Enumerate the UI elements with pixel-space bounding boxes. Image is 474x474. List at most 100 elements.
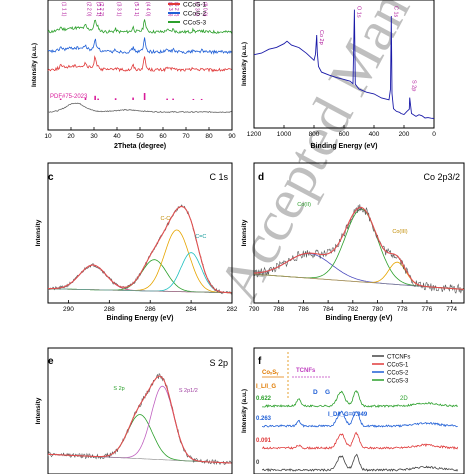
x-tick-label: 1000	[277, 131, 292, 138]
chart-title: Co 2p3/2	[423, 172, 460, 182]
component-label: S 2p1/2	[179, 388, 198, 394]
component-label: Co(III)	[392, 229, 407, 235]
peak-annotation: O 1s	[355, 6, 361, 18]
series-line-amorphous	[48, 102, 232, 114]
legend-entry: CCoS-3	[183, 20, 207, 27]
envelope-line	[47, 375, 232, 464]
peak-label: (3 1 1)	[95, 2, 101, 17]
ratio-heading: I_L/I_G	[256, 384, 276, 390]
x-tick-label: 786	[298, 306, 309, 313]
plot-frame	[47, 162, 233, 304]
band-label: D	[313, 389, 318, 396]
chart-title: C 1s	[209, 172, 228, 182]
y-axis-label: Intensity	[35, 219, 42, 246]
x-tick-label: 788	[273, 306, 284, 313]
peak-label: (2 2 0)	[85, 2, 91, 17]
panel-f-raman: f Intensity (a.u.) CoₓSᵧ TCNFs I_L/I_G 2D D G I_…	[241, 347, 465, 474]
panel-letter: c	[48, 172, 54, 183]
region-label: CoₓSᵧ	[262, 370, 279, 376]
raman-line-CCoS-1	[261, 431, 459, 450]
raman-line-CCoS-3	[262, 389, 458, 408]
peak-label: (5 1 1)	[133, 2, 139, 17]
background-line	[48, 288, 232, 293]
component-label: C-C	[160, 216, 170, 222]
x-tick-label: 70	[182, 133, 190, 140]
y-axis-label: Intensity (a.u.)	[241, 389, 248, 433]
x-tick-label: 800	[309, 131, 320, 138]
ratio-value: 0.263	[256, 416, 272, 422]
band-label: G	[325, 389, 330, 396]
x-tick-label: 90	[228, 133, 236, 140]
series-line-CCoS-2	[47, 37, 232, 55]
peak-label: (3 3 1)	[116, 2, 122, 17]
ratio-value: 0.091	[256, 438, 272, 444]
x-axis-label: Binding Energy (eV)	[326, 315, 393, 322]
peak-annotation: S 2p	[411, 80, 417, 91]
x-tick-label: 288	[104, 306, 115, 313]
component-curve	[47, 385, 232, 464]
x-tick-label: 10	[44, 133, 52, 140]
plot-frame	[253, 347, 465, 474]
plot-frame	[47, 347, 233, 474]
x-tick-label: 780	[372, 306, 383, 313]
component-label: Co(II)	[297, 202, 311, 208]
peak-label: (2 2 2)	[98, 2, 104, 17]
y-axis-label: Intensity (a.u.)	[241, 42, 248, 86]
peak-label: (5 3 3)	[167, 2, 173, 17]
plot-frame	[253, 162, 465, 304]
panel-letter: f	[258, 356, 262, 367]
raw-data-line	[47, 204, 232, 295]
component-label: S 2p	[113, 386, 124, 392]
raman-line-CTCNFs	[261, 453, 459, 472]
x-axis-label: Binding Energy (eV)	[107, 315, 174, 322]
band-label: 2D	[400, 396, 408, 402]
legend: CCoS-1 CCoS-2 CCoS-3	[168, 2, 207, 27]
ratio-value: 0	[256, 460, 260, 466]
legend-entry: CCoS-3	[387, 379, 409, 385]
x-tick-label: 290	[63, 306, 74, 313]
x-tick-label: 400	[369, 131, 380, 138]
x-tick-label: 200	[399, 131, 410, 138]
panel-d-co2p: 790 788 786 784 782 780 778 776 774 Binding Energ…	[241, 162, 465, 322]
peak-label: (7 3 1)	[193, 2, 199, 17]
reference-label: PDF#75-2023	[50, 94, 88, 100]
ratio-annotation: I_D/I_G=0.949	[328, 412, 368, 418]
x-tick-label: 40	[113, 133, 121, 140]
legend-entry: CCoS-2	[183, 11, 207, 18]
x-tick-label: 784	[323, 306, 334, 313]
raman-line-CCoS-2	[262, 410, 458, 428]
raw-data-line	[253, 204, 465, 294]
panel-c-c1s: 290 288 286 284 282 Binding Energy (eV) Intens…	[35, 162, 238, 322]
panel-letter: d	[258, 172, 264, 183]
x-tick-label: 80	[205, 133, 213, 140]
chart-title: S 2p	[209, 358, 228, 368]
x-tick-label: 1200	[247, 131, 262, 138]
peak-annotation: C 1s	[392, 6, 398, 18]
x-tick-label: 50	[136, 133, 144, 140]
envelope-line	[253, 206, 465, 290]
region-label: TCNFs	[296, 368, 316, 374]
x-tick-label: 30	[90, 133, 98, 140]
x-tick-label: 774	[446, 306, 457, 313]
x-tick-label: 282	[227, 306, 238, 313]
series-line-CCoS-3	[47, 19, 232, 35]
peak-label: (8 0 0)	[202, 2, 208, 17]
panel-e-s2p: Intensity e S 2p S 2p S 2p1/2	[35, 347, 233, 474]
component-label: C=C	[195, 234, 206, 240]
x-tick-label: 600	[339, 131, 350, 138]
x-tick-label: 60	[159, 133, 167, 140]
legend-entry: CTCNFs	[387, 355, 410, 361]
x-tick-label: 20	[67, 133, 75, 140]
raw-data-line	[47, 373, 232, 466]
legend-entry: CCoS-2	[387, 371, 409, 377]
peak-label: (4 4 0)	[145, 2, 151, 17]
ratio-value: 0.622	[256, 396, 272, 402]
series-line-CCoS-1	[47, 55, 232, 73]
y-axis-label: Intensity	[241, 219, 248, 246]
peak-label: (6 2 2)	[173, 2, 179, 17]
y-axis-label: Intensity (a.u.)	[31, 43, 38, 87]
panel-letter: e	[48, 356, 54, 367]
legend-entry: CCoS-1	[183, 2, 207, 9]
x-tick-label: 286	[145, 306, 156, 313]
